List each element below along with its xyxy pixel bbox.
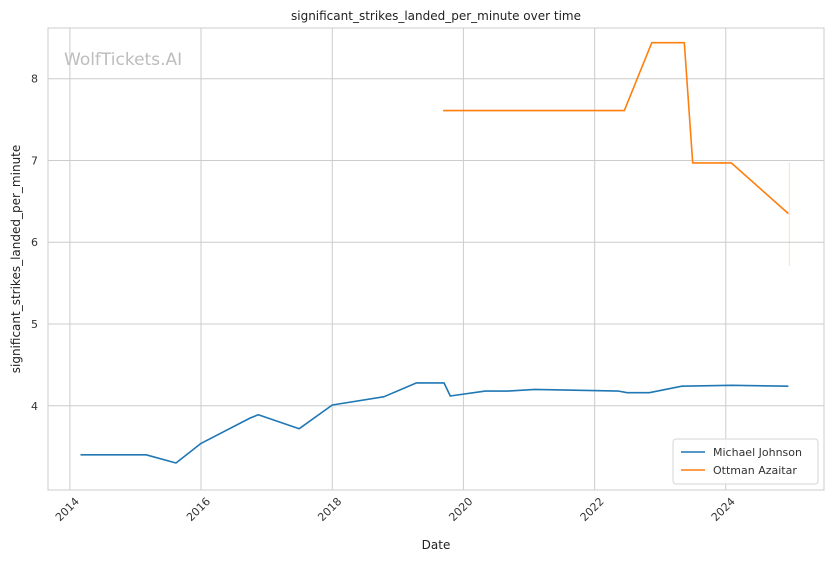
- series-line-michael-johnson: [80, 382, 789, 464]
- x-tick-label: 2018: [315, 495, 344, 524]
- legend-label-michael-johnson: Michael Johnson: [713, 446, 802, 459]
- legend: Michael Johnson Ottman Azaitar: [672, 438, 819, 485]
- x-tick-label: 2022: [578, 495, 607, 524]
- x-tick-label: 2024: [709, 495, 738, 524]
- series-lines: [80, 41, 789, 464]
- y-tick-label: 7: [31, 154, 38, 167]
- x-tick-labels: 2014 2016 2018 2020 2022 2024: [53, 495, 738, 524]
- series-line-ottman-azaitar: [443, 41, 789, 215]
- grid-lines: [48, 28, 824, 490]
- y-tick-label: 4: [31, 400, 38, 413]
- x-tick-label: 2014: [53, 495, 82, 524]
- x-tick-label: 2020: [446, 495, 475, 524]
- plot-frame: [47, 27, 825, 491]
- legend-box: [672, 438, 819, 485]
- y-tick-label: 5: [31, 318, 38, 331]
- x-axis-label: Date: [422, 538, 451, 552]
- plot-area: [48, 28, 824, 490]
- chart-title: significant_strikes_landed_per_minute ov…: [291, 9, 581, 23]
- watermark: WolfTickets.AI: [64, 50, 182, 70]
- y-tick-label: 8: [31, 73, 38, 86]
- legend-label-ottman-azaitar: Ottman Azaitar: [713, 464, 797, 477]
- y-tick-labels: 4 5 6 7 8: [31, 73, 38, 413]
- x-tick-label: 2016: [184, 495, 213, 524]
- y-axis-label: significant_strikes_landed_per_minute: [9, 145, 23, 374]
- y-tick-label: 6: [31, 236, 38, 249]
